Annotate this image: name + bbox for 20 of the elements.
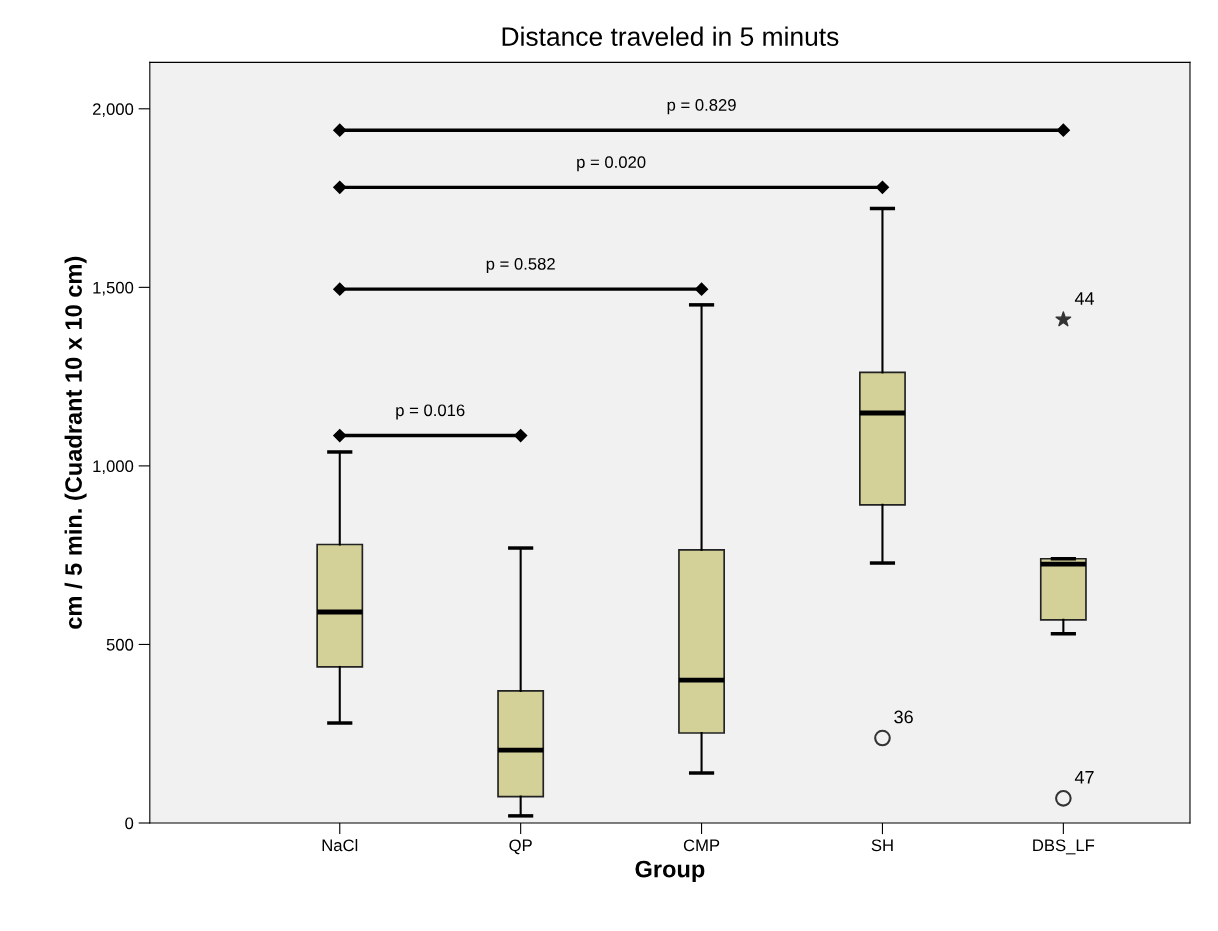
x-tick-label: QP — [509, 839, 532, 855]
y-tick-label: 0 — [125, 817, 134, 830]
x-axis-title: Group — [635, 860, 705, 883]
annotation: 44 — [1074, 292, 1095, 305]
x-tick-label: DBS_LF — [1033, 839, 1095, 855]
chart-title: Distance traveled in 5 minuts — [502, 26, 839, 46]
annotation: p = 0.020 — [577, 156, 646, 172]
x-tick-label: NaCl — [322, 838, 358, 852]
x-tick-label: SH — [871, 839, 893, 852]
y-tick-label: 500 — [106, 638, 134, 651]
y-tick-label: 1,000 — [93, 460, 134, 475]
annotation: p = 0.016 — [396, 404, 465, 420]
annotation: p = 0.582 — [486, 257, 555, 274]
x-tick-label: CMP — [683, 839, 720, 852]
y-axis-title: cm / 5 min. (Cuadrant 10 x 10 cm) — [64, 256, 87, 629]
y-tick-label: 1,500 — [93, 281, 134, 296]
annotation: 47 — [1074, 771, 1094, 784]
annotation: 36 — [894, 710, 913, 724]
annotation: p = 0.829 — [667, 99, 736, 115]
y-tick-label: 2,000 — [92, 103, 134, 117]
